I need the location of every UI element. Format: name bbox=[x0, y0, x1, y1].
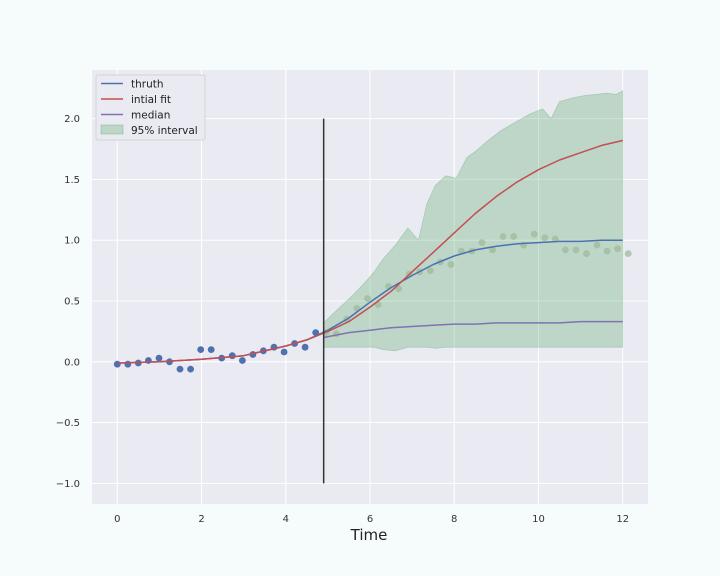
observation-point bbox=[541, 234, 549, 242]
observation-point bbox=[572, 246, 580, 254]
observation-point bbox=[426, 267, 434, 274]
observation-point bbox=[113, 360, 121, 368]
observation-point bbox=[239, 357, 246, 364]
observation-point bbox=[301, 343, 309, 351]
observation-point bbox=[510, 233, 517, 240]
legend-swatch-interval bbox=[100, 124, 124, 135]
observation-point bbox=[124, 360, 132, 368]
x-axis-label: Time bbox=[350, 526, 388, 544]
y-tick-label: 0.5 bbox=[64, 296, 80, 307]
observation-point bbox=[228, 352, 236, 360]
observation-point bbox=[478, 239, 486, 247]
series-lines bbox=[117, 139, 623, 364]
observation-point bbox=[187, 365, 195, 373]
x-tick-label: 10 bbox=[532, 514, 545, 525]
observation-point bbox=[499, 233, 507, 240]
tick-labels: 0 2 4 6 8 10 12 −1.0 −0.5 0.0 0.5 1.0 1.5 2.0 bbox=[56, 114, 629, 525]
legend-box bbox=[95, 74, 206, 141]
y-tick-label: −1.0 bbox=[56, 479, 80, 490]
observation-point bbox=[207, 346, 215, 353]
legend-label-intial-fit: intial fit bbox=[131, 94, 171, 106]
y-tick-label: 2.0 bbox=[64, 114, 80, 125]
observation-point bbox=[614, 245, 622, 253]
observation-point bbox=[197, 346, 205, 353]
legend-label-interval: 95% interval bbox=[131, 125, 198, 137]
x-tick-label: 0 bbox=[114, 514, 120, 525]
series-line-median bbox=[323, 320, 623, 339]
x-tick-label: 2 bbox=[198, 514, 204, 525]
observation-point bbox=[280, 348, 288, 356]
y-tick-label: −0.5 bbox=[56, 418, 80, 429]
observation-point bbox=[176, 365, 184, 373]
y-tick-label: 0.0 bbox=[64, 357, 80, 368]
observation-point bbox=[593, 241, 601, 249]
x-tick-label: 4 bbox=[283, 514, 289, 525]
observation-point bbox=[155, 354, 163, 362]
observation-point bbox=[624, 250, 632, 257]
y-tick-label: 1.5 bbox=[64, 175, 80, 186]
observation-point bbox=[562, 246, 569, 254]
observation-point bbox=[395, 285, 402, 293]
y-tick-label: 1.0 bbox=[64, 236, 80, 247]
observation-point bbox=[551, 235, 559, 243]
x-tick-label: 6 bbox=[367, 514, 373, 525]
x-tick-label: 12 bbox=[616, 514, 629, 525]
legend: thruth intial fit median 95% interval bbox=[95, 74, 206, 141]
observation-point bbox=[583, 250, 590, 257]
gridlines bbox=[92, 70, 648, 504]
legend-label-thruth: thruth bbox=[131, 79, 164, 91]
observation-point bbox=[530, 230, 538, 238]
legend-label-median: median bbox=[131, 110, 170, 122]
observation-point bbox=[603, 247, 611, 255]
observation-point bbox=[489, 246, 496, 254]
observation-point bbox=[447, 261, 455, 268]
observation-point bbox=[364, 295, 371, 302]
x-tick-label: 8 bbox=[451, 514, 457, 525]
series-line-intial-fit bbox=[117, 139, 623, 364]
